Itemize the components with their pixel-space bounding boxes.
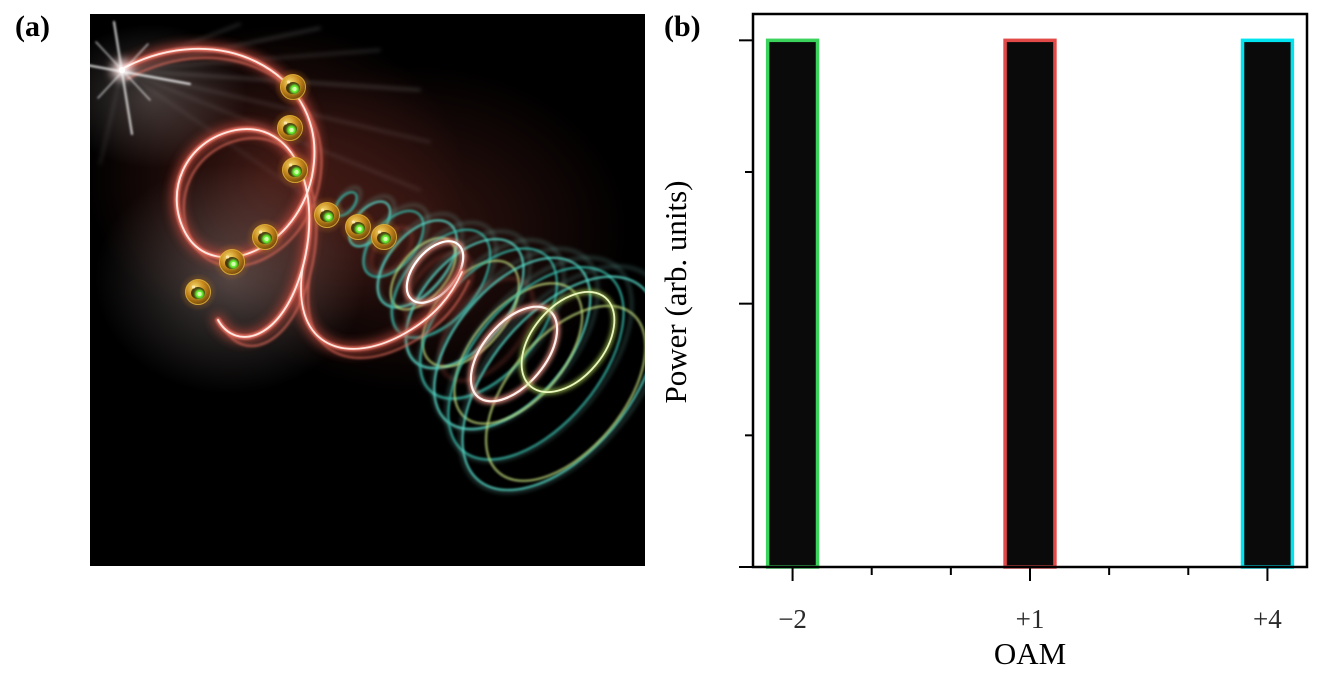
particle — [308, 196, 346, 234]
particle — [365, 218, 403, 256]
x-tick-label: −2 — [778, 604, 807, 634]
chart-ticks — [739, 39, 1269, 581]
nanoparticles — [179, 68, 403, 311]
particle — [246, 218, 284, 256]
particle — [276, 151, 314, 189]
particle — [213, 243, 251, 281]
particle — [179, 273, 217, 311]
panel-a-label: (a) — [15, 10, 50, 43]
x-axis-label: OAM — [994, 636, 1066, 671]
starburst-flare-icon — [90, 21, 191, 135]
bar-oam-+1 — [1003, 38, 1057, 569]
bar-oam-+4 — [1240, 38, 1295, 569]
teal-loop — [461, 275, 645, 492]
teal-loop-echo — [459, 265, 645, 494]
particle — [271, 109, 309, 147]
panel-a-illustration — [90, 14, 645, 566]
chart-tick-labels: −2 +1 +4 — [778, 604, 1282, 634]
bar-oam-−2 — [765, 38, 820, 569]
chart-bars — [765, 38, 1295, 569]
y-axis-label: Power (arb. units) — [660, 181, 693, 404]
oam-power-bar-chart: −2 +1 +4 OAM Power (arb. units) — [660, 12, 1309, 671]
red-helix-loop — [438, 277, 535, 382]
panel-b-label: (b) — [664, 10, 701, 43]
x-tick-label: +1 — [1016, 604, 1045, 634]
red-helix-loop — [404, 251, 474, 328]
x-tick-label: +4 — [1253, 604, 1282, 634]
particle — [274, 68, 312, 106]
bright-coil-loops — [403, 238, 617, 405]
